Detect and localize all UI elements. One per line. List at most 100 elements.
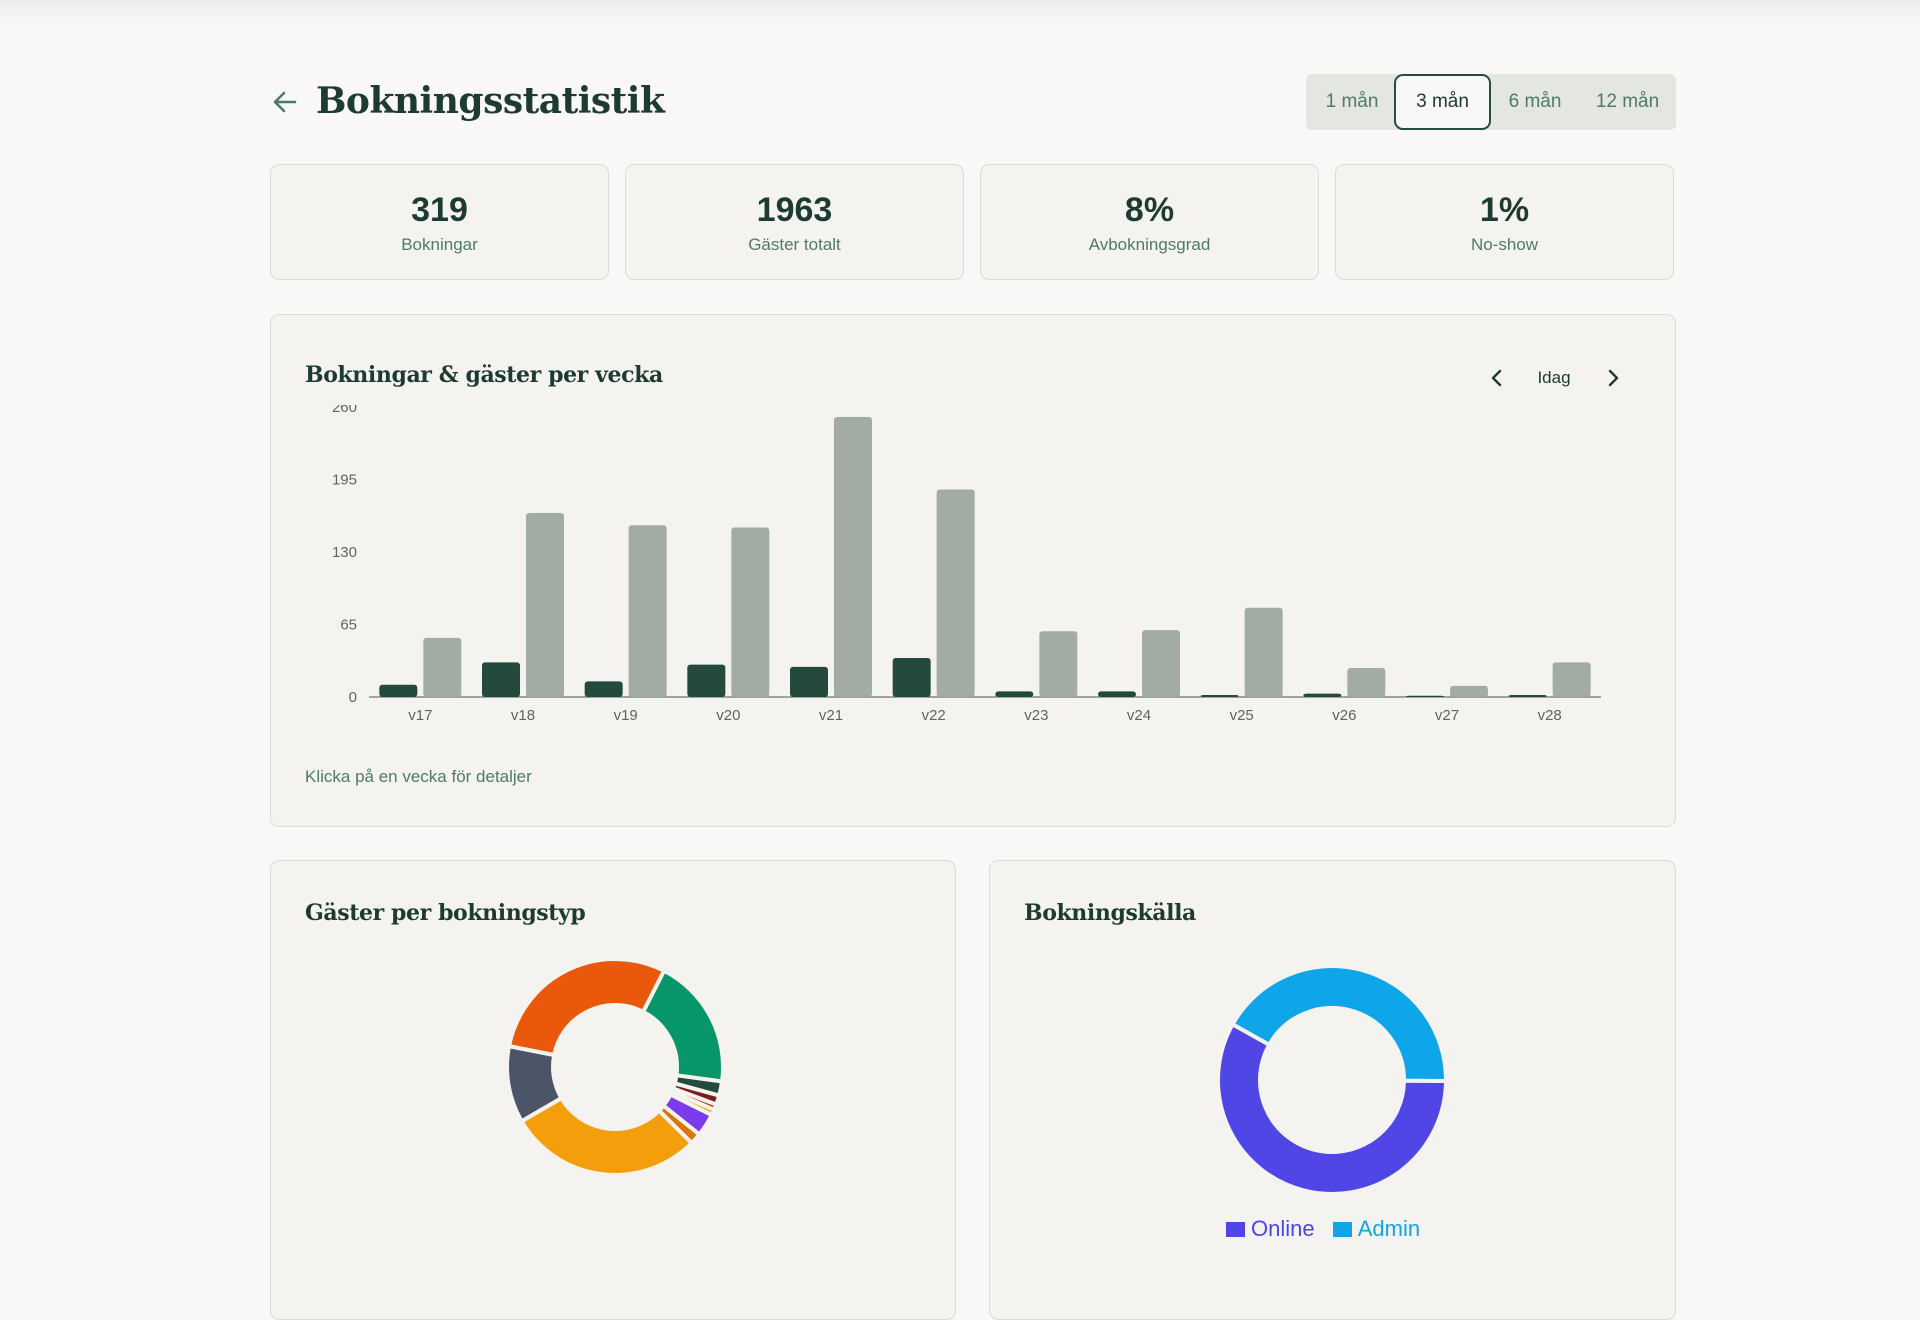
bookings-bar[interactable] xyxy=(892,657,931,697)
booking-type-card: Gäster per bokningstyp xyxy=(270,860,956,1320)
booking-source-card: Bokningskälla xyxy=(989,860,1676,1320)
legend-label: Admin xyxy=(1357,1216,1421,1241)
y-tick-label: 0 xyxy=(349,689,357,706)
x-tick-label: v17 xyxy=(408,707,432,724)
bookings-bar[interactable] xyxy=(995,691,1034,697)
weekly-chart-title: Bokningar & gäster per vecka xyxy=(305,362,663,388)
legend-swatch xyxy=(1226,1221,1245,1237)
guests-bar[interactable] xyxy=(1552,662,1591,697)
legend-label: Online xyxy=(1251,1216,1315,1241)
range-option-6-man[interactable]: 6 mån xyxy=(1508,91,1562,112)
stat-card-no-show: 1% No-show xyxy=(1335,164,1674,280)
stat-label: Bokningar xyxy=(401,235,478,254)
x-tick-label: v26 xyxy=(1332,707,1356,724)
page-header: Bokningsstatistik 1 mån 3 mån 6 mån 12 m… xyxy=(270,74,1676,130)
week-bar-group-v20[interactable] xyxy=(687,527,770,697)
week-bar-group-v26[interactable] xyxy=(1303,668,1386,697)
donut-segment-online[interactable] xyxy=(1216,1022,1448,1196)
booking-source-title: Bokningskälla xyxy=(1024,900,1196,926)
bookings-bar[interactable] xyxy=(379,684,418,697)
stat-label: No-show xyxy=(1470,235,1539,254)
week-bar-group-v22[interactable] xyxy=(892,489,975,697)
bookings-bar[interactable] xyxy=(687,664,726,697)
stat-label: Gäster totalt xyxy=(748,235,841,254)
week-bar-group-v23[interactable] xyxy=(995,631,1078,697)
guests-bar[interactable] xyxy=(1450,685,1488,697)
stats-row: 319 Bokningar 1963 Gäster totalt 8% Avbo… xyxy=(270,164,1676,280)
stat-card-guests: 1963 Gäster totalt xyxy=(625,164,964,280)
stat-value: 8% xyxy=(1124,191,1175,229)
booking-source-legend: Online Admin xyxy=(1226,1216,1432,1246)
week-bar-group-v19[interactable] xyxy=(584,525,667,697)
y-tick-label: 260 xyxy=(332,405,357,416)
week-bar-group-v17[interactable] xyxy=(379,637,462,697)
x-tick-label: v23 xyxy=(1024,707,1048,724)
stat-value: 1% xyxy=(1479,191,1530,229)
booking-type-title: Gäster per bokningstyp xyxy=(305,900,586,926)
donut-segment-admin[interactable] xyxy=(1230,964,1448,1083)
stat-label: Avbokningsgrad xyxy=(1088,235,1211,254)
today-button[interactable]: Idag xyxy=(1537,368,1571,387)
x-tick-label: v25 xyxy=(1230,707,1254,724)
range-selector: 1 mån 3 mån 6 mån 12 mån xyxy=(1306,74,1676,130)
x-tick-label: v27 xyxy=(1435,707,1459,724)
week-bar-group-v27[interactable] xyxy=(1406,685,1488,697)
guests-bar[interactable] xyxy=(1039,631,1078,697)
week-navigation: Idag xyxy=(1484,365,1634,391)
booking-source-donut-chart xyxy=(1216,964,1448,1196)
page-title: Bokningsstatistik xyxy=(316,80,665,122)
stat-value: 1963 xyxy=(756,191,833,229)
back-arrow-icon[interactable] xyxy=(270,87,300,117)
bookings-bar[interactable] xyxy=(482,662,520,697)
y-tick-label: 195 xyxy=(332,472,357,489)
guests-bar[interactable] xyxy=(423,637,462,697)
x-tick-label: v24 xyxy=(1127,707,1151,724)
guests-bar[interactable] xyxy=(731,527,770,697)
bookings-bar[interactable] xyxy=(1303,693,1342,697)
guests-bar[interactable] xyxy=(628,525,667,697)
booking-type-donut-chart xyxy=(505,957,725,1177)
bookings-bar[interactable] xyxy=(1098,691,1136,697)
y-tick-label: 65 xyxy=(340,617,357,634)
legend-item-admin[interactable]: Admin xyxy=(1332,1216,1421,1242)
legend-swatch xyxy=(1332,1221,1352,1237)
week-bar-group-v21[interactable] xyxy=(790,417,872,697)
chart-hint: Klicka på en vecka för detaljer xyxy=(305,767,532,786)
donut-segment[interactable] xyxy=(519,1096,694,1177)
weekly-chart-card: Bokningar & gäster per vecka Idag 0 65 130… xyxy=(270,314,1676,827)
chevron-right-icon[interactable] xyxy=(1600,365,1626,391)
x-tick-label: v19 xyxy=(614,707,638,724)
chevron-left-icon[interactable] xyxy=(1484,365,1510,391)
top-bar-shadow xyxy=(0,0,1920,26)
x-tick-label: v18 xyxy=(511,707,535,724)
bookings-bar[interactable] xyxy=(1406,695,1444,697)
range-option-12-man[interactable]: 12 mån xyxy=(1595,91,1660,112)
week-bar-group-v24[interactable] xyxy=(1098,630,1180,697)
guests-bar[interactable] xyxy=(526,512,564,697)
legend-item-online[interactable]: Online xyxy=(1226,1216,1315,1242)
guests-bar[interactable] xyxy=(834,417,872,697)
stat-card-bookings: 319 Bokningar xyxy=(270,164,609,280)
week-bar-group-v28[interactable] xyxy=(1508,662,1591,697)
weekly-bar-chart: 0 65 130 195 260 v17 v18 v19 v20 v21 v22 v23 v24 v25 v… xyxy=(332,405,1601,724)
range-option-1-man[interactable]: 1 mån xyxy=(1325,91,1379,112)
bookings-bar[interactable] xyxy=(584,681,623,697)
x-tick-label: v20 xyxy=(716,707,740,724)
stat-value: 319 xyxy=(411,191,468,229)
guests-bar[interactable] xyxy=(936,489,975,697)
bookings-bar[interactable] xyxy=(1200,695,1239,697)
range-option-3-man[interactable]: 3 mån xyxy=(1394,74,1491,130)
bookings-bar[interactable] xyxy=(790,666,828,697)
y-tick-label: 130 xyxy=(332,544,357,561)
donut-segment[interactable] xyxy=(507,957,667,1058)
guests-bar[interactable] xyxy=(1142,630,1180,697)
bookings-bar[interactable] xyxy=(1508,695,1547,697)
x-tick-label: v22 xyxy=(922,707,946,724)
week-bar-group-v25[interactable] xyxy=(1200,607,1283,697)
week-bar-group-v18[interactable] xyxy=(482,512,564,697)
x-tick-label: v21 xyxy=(819,707,843,724)
guests-bar[interactable] xyxy=(1347,668,1386,697)
guests-bar[interactable] xyxy=(1244,607,1283,697)
stat-card-cancellation-rate: 8% Avbokningsgrad xyxy=(980,164,1319,280)
x-tick-label: v28 xyxy=(1538,707,1562,724)
